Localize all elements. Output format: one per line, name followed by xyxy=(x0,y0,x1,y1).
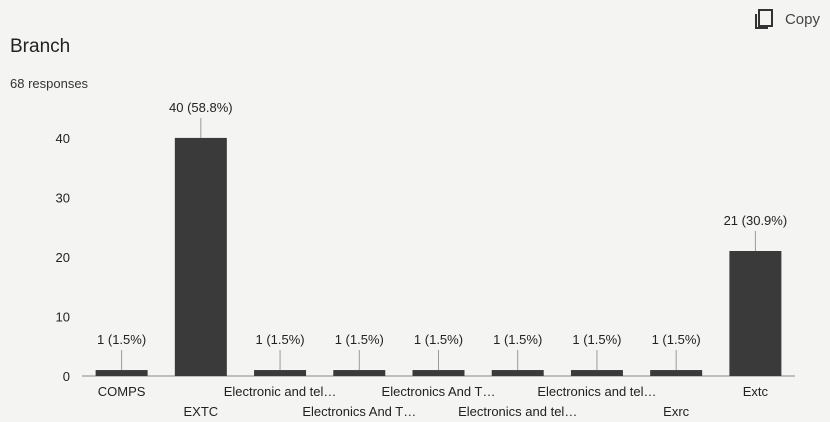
category-label: Electronics And T… xyxy=(382,384,496,399)
bar xyxy=(729,251,781,376)
data-label: 1 (1.5%) xyxy=(572,332,621,347)
y-tick-label: 20 xyxy=(56,250,70,265)
bar xyxy=(413,370,465,376)
y-tick-label: 0 xyxy=(63,369,70,384)
y-tick-label: 10 xyxy=(56,309,70,324)
category-label: Electronics and tel… xyxy=(458,404,577,419)
category-label: Electronics And T… xyxy=(302,404,416,419)
bar xyxy=(96,370,148,376)
y-tick-label: 30 xyxy=(56,190,70,205)
data-label: 1 (1.5%) xyxy=(652,332,701,347)
category-label: Extc xyxy=(743,384,769,399)
data-label: 40 (58.8%) xyxy=(169,100,233,115)
bar xyxy=(175,138,227,376)
category-label: EXTC xyxy=(183,404,218,419)
y-tick-label: 40 xyxy=(56,131,70,146)
bar xyxy=(492,370,544,376)
data-label: 21 (30.9%) xyxy=(724,213,788,228)
category-label: Electronics and tel… xyxy=(537,384,656,399)
data-label: 1 (1.5%) xyxy=(255,332,304,347)
category-label: Electronic and tel… xyxy=(224,384,337,399)
bar xyxy=(254,370,306,376)
data-label: 1 (1.5%) xyxy=(335,332,384,347)
bar xyxy=(333,370,385,376)
data-label: 1 (1.5%) xyxy=(97,332,146,347)
category-label: COMPS xyxy=(98,384,146,399)
data-label: 1 (1.5%) xyxy=(493,332,542,347)
data-label: 1 (1.5%) xyxy=(414,332,463,347)
category-label: Exrc xyxy=(663,404,690,419)
bar xyxy=(650,370,702,376)
bar xyxy=(571,370,623,376)
